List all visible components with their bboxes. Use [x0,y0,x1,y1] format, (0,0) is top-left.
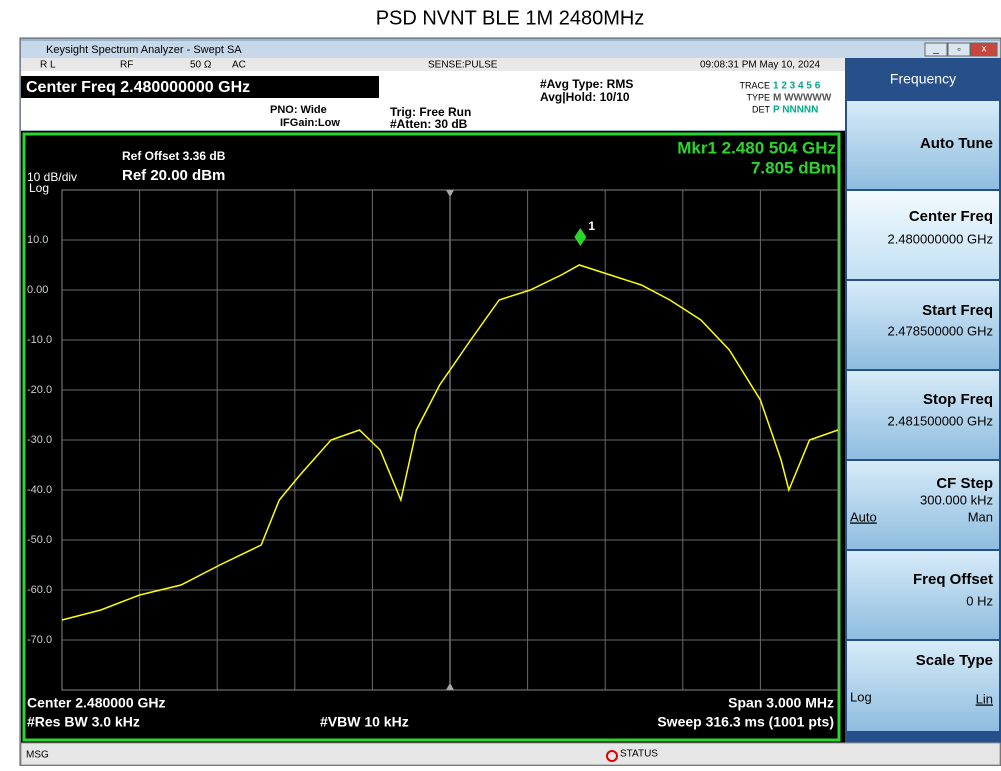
ref-level: Ref 20.00 dBm [122,167,225,184]
center-tick-bottom [446,683,454,690]
center-freq: Center Freq 2.480000000 GHz [26,79,250,96]
type-label: TYPE [746,92,770,102]
footer-center: Center 2.480000 GHz [27,695,166,711]
restore-button[interactable] [947,42,971,57]
scale-lin[interactable]: Lin [976,691,993,706]
datetime: 09:08:31 PM May 10, 2024 [700,60,821,71]
trace-label: TRACE [739,80,770,90]
cf-step-label: CF Step [936,475,993,492]
statusbar [20,742,1001,766]
rf: RF [120,60,133,71]
freq-offset-label: Freq Offset [913,571,993,588]
freq-offset-value: 0 Hz [966,593,993,608]
close-button[interactable] [970,42,998,57]
footer-rbw: #Res BW 3.0 kHz [27,714,140,730]
y-tick-label: -20.0 [27,384,52,396]
y-tick-label: -10.0 [27,334,52,346]
y-tick-label: -70.0 [27,634,52,646]
stop-freq-key[interactable] [847,371,999,459]
scale: 10 dB/div [27,170,77,184]
restore-icon: ▫ [957,45,961,56]
auto-tune-key[interactable] [847,101,999,189]
y-tick-label: -60.0 [27,584,52,596]
trig: Trig: Free Run [390,105,471,119]
y-tick-label: 0.00 [27,284,48,296]
marker-diamond [574,227,587,246]
softkey-header: Frequency [890,71,956,87]
marker-freq: Mkr1 2.480 504 GHz [677,138,836,157]
start-freq-key[interactable] [847,281,999,369]
center-freq-key[interactable] [847,191,999,279]
avg-type: #Avg Type: RMS [540,77,633,91]
status: STATUS [620,749,658,760]
plot: 10.0 0.00 -10.0 -20.0 -30.0 -40.0 -50.0 -60.0 -7… [27,189,839,691]
y-tick-label: -40.0 [27,484,52,496]
footer-vbw: #VBW 10 kHz [320,714,409,730]
stop-freq-label: Stop Freq [923,391,993,408]
scale-type-label: Scale Type [916,652,993,669]
trace-nums: 1 2 3 4 5 6 [773,81,821,92]
graph-bg [21,131,845,743]
scale-type-key[interactable] [847,641,999,731]
status-icon [606,750,618,762]
status-row [21,58,845,71]
start-freq-label: Start Freq [922,302,993,319]
trace [61,264,839,621]
y-tick-label: -30.0 [27,434,52,446]
ifgain: IFGain:Low [280,117,340,129]
scale-type: Log [29,181,49,195]
pno: PNO: Wide [270,104,327,116]
coupling: AC [232,60,246,71]
freq-offset-key[interactable] [847,551,999,639]
center-freq-value: 2.480000000 GHz [887,231,993,246]
start-freq-value: 2.478500000 GHz [887,323,993,338]
center-tick-top [446,190,454,197]
minimize-button[interactable] [924,42,948,57]
y-tick-label: -50.0 [27,534,52,546]
window-titlebar [21,41,1000,58]
page-title: PSD NVNT BLE 1M 2480MHz [376,7,645,29]
center-freq-box [21,76,379,98]
close-icon: x [982,44,987,55]
marker-label: 1 [588,219,595,233]
type-vals: M WWWWW [773,93,832,104]
ref-offset: Ref Offset 3.36 dB [122,149,226,163]
cf-man[interactable]: Man [968,509,993,524]
cf-step-key[interactable] [847,461,999,549]
rl: R L [40,60,56,71]
marker-value: 7.805 dBm [751,158,836,177]
window-title: Keysight Spectrum Analyzer - Swept SA [46,44,242,56]
det-vals: P NNNNN [773,105,818,116]
auto-tune: Auto Tune [920,135,993,152]
minimize-icon: _ [932,44,939,55]
scale-log[interactable]: Log [850,689,872,704]
cf-step-value: 300.000 kHz [920,492,993,507]
avg-hold: Avg|Hold: 10/10 [540,90,630,104]
msg: MSG [26,750,49,761]
cf-auto[interactable]: Auto [850,509,877,524]
footer-sweep: Sweep 316.3 ms (1001 pts) [657,714,834,730]
atten: #Atten: 30 dB [390,117,468,131]
stop-freq-value: 2.481500000 GHz [887,413,993,428]
impedance: 50 Ω [190,60,212,71]
graph-border [22,132,841,742]
center-freq-label: Center Freq [909,208,993,225]
det-label: DET [752,104,771,114]
footer-span: Span 3.000 MHz [728,695,834,711]
sense: SENSE:PULSE [428,60,498,71]
y-tick-label: 10.0 [27,234,48,246]
